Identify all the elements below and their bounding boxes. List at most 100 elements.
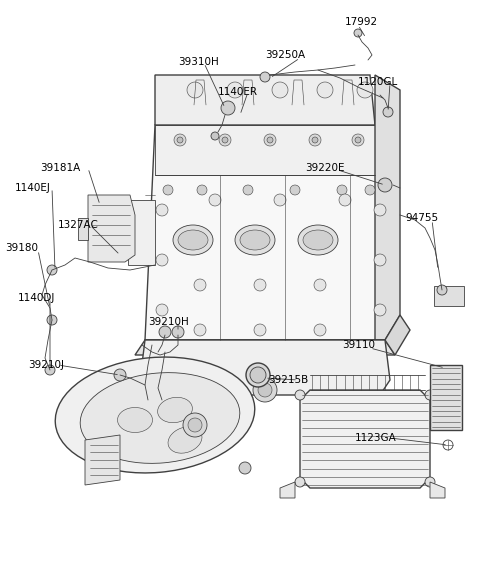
Text: 39210H: 39210H [148,317,189,327]
Polygon shape [140,340,390,395]
Circle shape [317,82,333,98]
Text: 39220E: 39220E [305,163,345,173]
Text: 39210J: 39210J [28,360,64,370]
Circle shape [314,279,326,291]
Polygon shape [78,218,88,240]
Circle shape [114,369,126,381]
FancyBboxPatch shape [434,286,464,306]
Text: 1327AC: 1327AC [58,220,99,230]
Circle shape [260,72,270,82]
Circle shape [243,185,253,195]
Circle shape [159,326,171,338]
Circle shape [47,315,57,325]
Circle shape [337,185,347,195]
Circle shape [45,365,55,375]
Circle shape [174,134,186,146]
Polygon shape [280,482,295,498]
Polygon shape [135,340,395,355]
Ellipse shape [298,225,338,255]
Circle shape [258,383,272,397]
Circle shape [219,134,231,146]
Polygon shape [430,365,462,430]
Circle shape [352,134,364,146]
Text: 39110: 39110 [342,340,375,350]
Circle shape [194,279,206,291]
Ellipse shape [80,373,240,463]
Circle shape [222,137,228,143]
Circle shape [314,324,326,336]
Text: 1120GL: 1120GL [358,77,398,87]
Circle shape [264,134,276,146]
Ellipse shape [157,397,192,423]
Circle shape [156,204,168,216]
Circle shape [339,194,351,206]
Text: 94755: 94755 [405,213,438,223]
Circle shape [187,82,203,98]
Circle shape [374,204,386,216]
Circle shape [239,462,251,474]
Polygon shape [430,482,445,498]
Polygon shape [300,390,430,488]
Text: 1140DJ: 1140DJ [18,293,55,303]
Polygon shape [88,195,135,262]
Ellipse shape [55,357,255,473]
Text: 1140ER: 1140ER [218,87,258,97]
Circle shape [246,363,270,387]
Text: 39180: 39180 [5,243,38,253]
Text: 39250A: 39250A [265,50,305,60]
Polygon shape [155,125,375,175]
Ellipse shape [118,408,153,433]
Ellipse shape [240,230,270,250]
Circle shape [425,477,435,487]
Circle shape [357,82,373,98]
Polygon shape [385,315,410,355]
Text: 39310H: 39310H [178,57,219,67]
Ellipse shape [168,427,202,453]
Circle shape [172,326,184,338]
Circle shape [378,178,392,192]
Circle shape [290,185,300,195]
Circle shape [437,285,447,295]
Circle shape [183,413,207,437]
Circle shape [250,367,266,383]
Circle shape [177,137,183,143]
Circle shape [355,137,361,143]
Polygon shape [145,125,385,340]
Circle shape [47,265,57,275]
Circle shape [156,254,168,266]
Ellipse shape [303,230,333,250]
Circle shape [254,324,266,336]
Polygon shape [85,435,120,485]
Circle shape [295,477,305,487]
Circle shape [374,254,386,266]
Circle shape [312,137,318,143]
Ellipse shape [235,225,275,255]
Circle shape [295,390,305,400]
Circle shape [309,134,321,146]
Circle shape [365,185,375,195]
Circle shape [197,185,207,195]
Circle shape [374,304,386,316]
Circle shape [188,418,202,432]
Circle shape [254,279,266,291]
Circle shape [163,185,173,195]
Polygon shape [155,75,375,125]
Circle shape [274,194,286,206]
Circle shape [267,137,273,143]
Circle shape [156,304,168,316]
Circle shape [425,390,435,400]
Circle shape [272,82,288,98]
Text: 39215B: 39215B [268,375,308,385]
Polygon shape [375,75,400,340]
Polygon shape [128,200,155,265]
Circle shape [383,107,393,117]
Ellipse shape [173,225,213,255]
Circle shape [354,29,362,37]
Circle shape [209,194,221,206]
Text: 39181A: 39181A [40,163,80,173]
Circle shape [211,132,219,140]
Ellipse shape [178,230,208,250]
Circle shape [227,82,243,98]
Text: 1123GA: 1123GA [355,433,397,443]
Circle shape [253,378,277,402]
